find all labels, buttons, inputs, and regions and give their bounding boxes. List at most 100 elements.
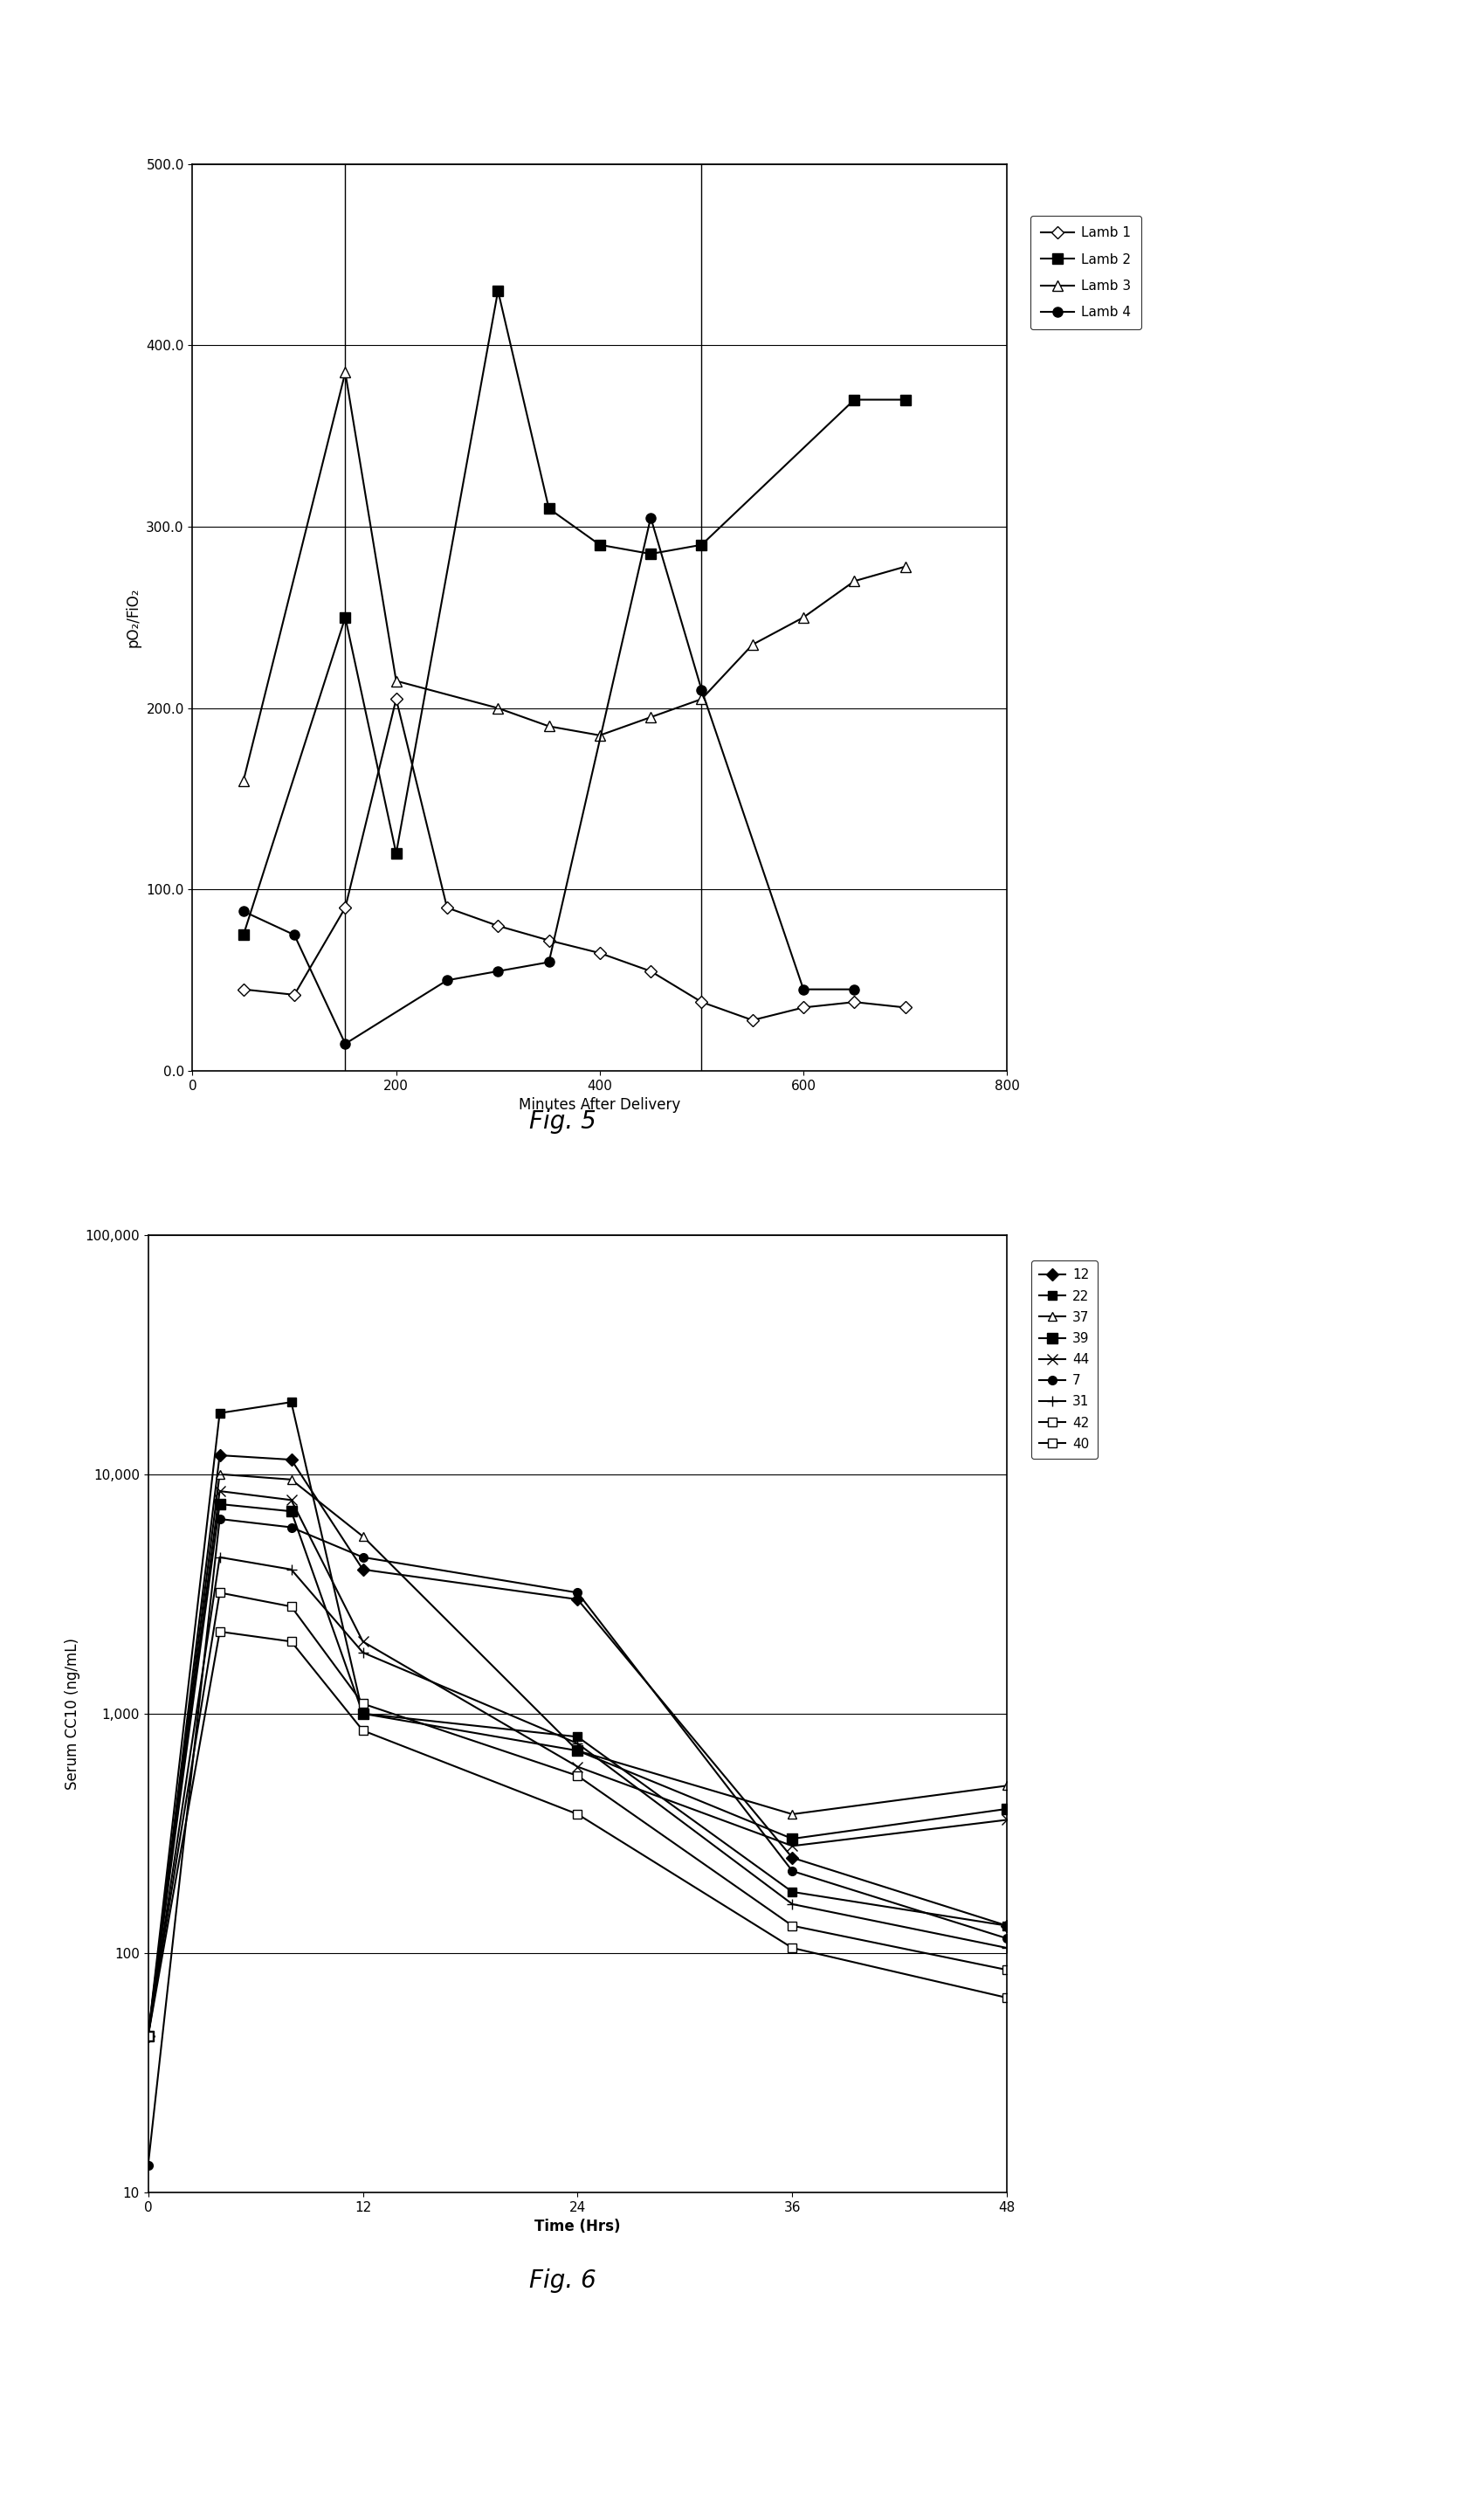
- 42: [210, 1578, 228, 1608]
- Lamb 2: [693, 529, 711, 559]
- Lamb 3: [234, 766, 252, 796]
- 22: [283, 1386, 301, 1416]
- 22: [998, 1910, 1016, 1940]
- Lamb 1: [438, 892, 456, 922]
- Legend: Lamb 1, Lamb 2, Lamb 3, Lamb 4: Lamb 1, Lamb 2, Lamb 3, Lamb 4: [1031, 217, 1142, 330]
- 37: [569, 1736, 586, 1767]
- Y-axis label: pO₂/FiO₂: pO₂/FiO₂: [126, 587, 141, 648]
- Lamb 4: [541, 948, 558, 978]
- Line: 39: 39: [142, 1499, 1013, 2041]
- Lamb 3: [388, 665, 406, 696]
- 12: [998, 1910, 1016, 1940]
- Line: 40: 40: [144, 1628, 1012, 2041]
- 37: [998, 1772, 1016, 1802]
- Lamb 2: [489, 275, 507, 305]
- Lamb 2: [336, 602, 354, 633]
- 12: [210, 1439, 228, 1469]
- Lamb 3: [641, 703, 659, 733]
- Line: Lamb 4: Lamb 4: [238, 512, 859, 1048]
- Lamb 4: [794, 975, 812, 1005]
- 12: [139, 2021, 157, 2051]
- Line: 22: 22: [144, 1399, 1012, 2041]
- Lamb 4: [336, 1028, 354, 1058]
- 22: [783, 1877, 801, 1908]
- 37: [139, 2021, 157, 2051]
- Line: 7: 7: [144, 1515, 1012, 2170]
- 31: [283, 1555, 301, 1585]
- 7: [354, 1542, 372, 1572]
- 39: [354, 1698, 372, 1729]
- Line: 42: 42: [144, 1588, 1012, 2041]
- Lamb 1: [388, 683, 406, 713]
- 44: [998, 1804, 1016, 1835]
- Lamb 1: [336, 892, 354, 922]
- Lamb 4: [641, 501, 659, 532]
- Lamb 2: [388, 839, 406, 869]
- Lamb 4: [489, 955, 507, 985]
- 40: [139, 2021, 157, 2051]
- Y-axis label: Serum CC10 (ng/mL): Serum CC10 (ng/mL): [64, 1638, 80, 1789]
- Lamb 3: [896, 552, 914, 582]
- 31: [783, 1890, 801, 1920]
- 39: [783, 1824, 801, 1855]
- 31: [139, 2021, 157, 2051]
- 7: [569, 1578, 586, 1608]
- Lamb 1: [794, 993, 812, 1023]
- Line: Lamb 1: Lamb 1: [240, 696, 909, 1026]
- Line: 12: 12: [144, 1452, 1012, 2041]
- 37: [210, 1459, 228, 1489]
- Line: 37: 37: [144, 1469, 1012, 2041]
- 22: [354, 1698, 372, 1729]
- 31: [210, 1542, 228, 1572]
- 7: [139, 2150, 157, 2180]
- Lamb 4: [438, 965, 456, 995]
- 22: [139, 2021, 157, 2051]
- 7: [998, 1923, 1016, 1953]
- 40: [783, 1933, 801, 1963]
- Lamb 1: [743, 1005, 761, 1036]
- X-axis label: Minutes After Delivery: Minutes After Delivery: [518, 1096, 681, 1114]
- Line: 31: 31: [142, 1552, 1013, 2041]
- 37: [354, 1522, 372, 1552]
- Legend: 12, 22, 37, 39, 44, 7, 31, 42, 40: 12, 22, 37, 39, 44, 7, 31, 42, 40: [1031, 1260, 1097, 1459]
- 44: [210, 1477, 228, 1507]
- 40: [210, 1615, 228, 1646]
- Lamb 3: [743, 630, 761, 660]
- Lamb 2: [896, 386, 914, 416]
- 44: [283, 1484, 301, 1515]
- 42: [998, 1956, 1016, 1986]
- 7: [783, 1855, 801, 1885]
- 39: [569, 1736, 586, 1767]
- 39: [283, 1497, 301, 1527]
- Line: Lamb 2: Lamb 2: [238, 285, 911, 940]
- Text: Fig. 5: Fig. 5: [529, 1109, 597, 1134]
- Lamb 4: [286, 920, 304, 950]
- Text: Fig. 6: Fig. 6: [529, 2268, 597, 2293]
- 31: [998, 1933, 1016, 1963]
- Lamb 1: [286, 980, 304, 1011]
- 44: [783, 1832, 801, 1862]
- Lamb 1: [641, 955, 659, 985]
- Lamb 3: [489, 693, 507, 723]
- 7: [210, 1504, 228, 1535]
- 40: [998, 1983, 1016, 2013]
- Lamb 1: [541, 925, 558, 955]
- Lamb 4: [234, 897, 252, 927]
- 37: [783, 1799, 801, 1830]
- Lamb 3: [846, 567, 863, 597]
- 44: [354, 1625, 372, 1656]
- Lamb 1: [846, 988, 863, 1018]
- 44: [139, 2021, 157, 2051]
- 39: [210, 1489, 228, 1520]
- 42: [139, 2021, 157, 2051]
- 40: [569, 1799, 586, 1830]
- 42: [569, 1761, 586, 1792]
- 40: [283, 1625, 301, 1656]
- 12: [283, 1444, 301, 1474]
- Lamb 1: [591, 937, 609, 968]
- Lamb 3: [693, 683, 711, 713]
- Lamb 2: [591, 529, 609, 559]
- Lamb 1: [489, 910, 507, 940]
- 40: [354, 1716, 372, 1746]
- Lamb 2: [641, 539, 659, 570]
